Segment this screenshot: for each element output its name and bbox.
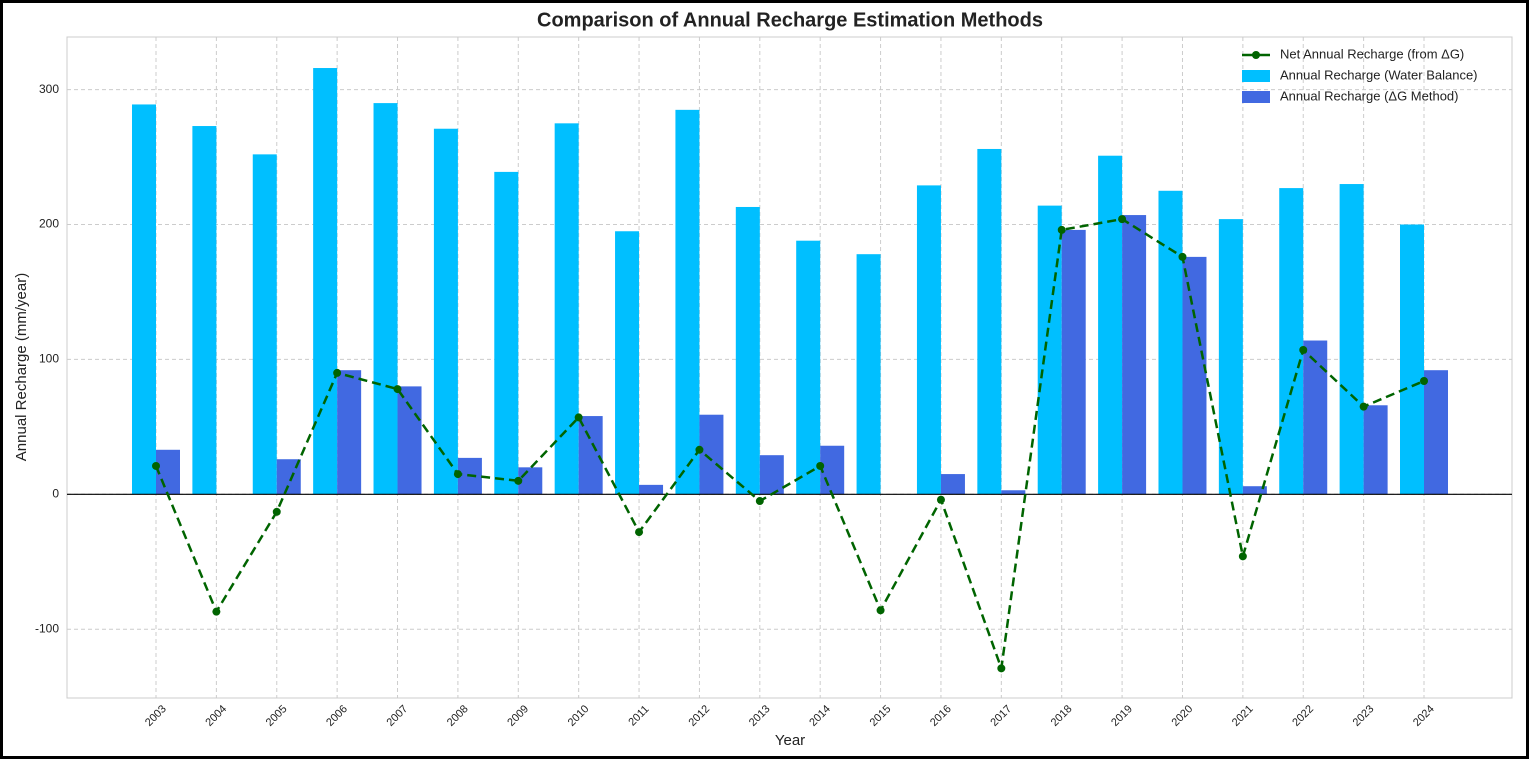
y-tick-label: 100	[39, 352, 59, 366]
legend-label: Annual Recharge (ΔG Method)	[1280, 88, 1459, 103]
legend-swatch	[1242, 70, 1270, 82]
bar	[1279, 188, 1304, 495]
bar	[252, 154, 277, 495]
bar	[1182, 256, 1207, 495]
bar	[337, 370, 362, 495]
marker	[1299, 345, 1308, 354]
bar	[1242, 486, 1267, 495]
marker	[514, 476, 523, 485]
marker	[997, 664, 1006, 673]
marker	[453, 470, 462, 479]
bar	[156, 449, 180, 495]
bar	[639, 484, 664, 495]
y-tick-label: 0	[52, 486, 59, 500]
bar	[494, 171, 519, 495]
bar	[578, 416, 603, 495]
line	[154, 217, 1425, 669]
plot-area	[66, 36, 1513, 699]
bar	[132, 104, 156, 495]
marker	[1118, 215, 1127, 224]
marker	[1178, 252, 1187, 261]
marker	[574, 413, 583, 422]
bar	[1037, 205, 1062, 495]
marker	[333, 368, 342, 377]
marker	[1420, 376, 1428, 385]
marker	[152, 461, 160, 470]
bar	[1363, 405, 1388, 495]
marker	[936, 495, 945, 504]
y-axis-label: Annual Recharge (mm/year)	[13, 273, 30, 461]
bar	[1400, 224, 1424, 495]
bar	[1098, 155, 1123, 495]
y-tick-label: 200	[39, 217, 59, 231]
bar	[313, 68, 338, 495]
bar	[1122, 215, 1147, 495]
marker	[816, 461, 825, 470]
marker	[755, 497, 764, 506]
bar	[1424, 370, 1448, 495]
bar	[699, 414, 724, 495]
x-axis-label: Year	[775, 732, 805, 749]
bar	[916, 185, 941, 495]
bar	[1001, 490, 1026, 495]
bar	[796, 240, 821, 495]
bar	[977, 148, 1002, 495]
y-tick-label: -100	[35, 621, 59, 635]
bar	[856, 254, 881, 495]
bar	[940, 474, 965, 495]
bar	[735, 206, 760, 495]
bar	[1061, 229, 1086, 495]
bar	[615, 231, 640, 495]
bar	[675, 109, 700, 495]
marker	[1238, 552, 1247, 561]
marker	[393, 385, 402, 394]
bar	[759, 455, 784, 495]
marker	[1359, 402, 1368, 411]
bar	[373, 103, 398, 495]
marker	[212, 607, 221, 616]
legend-swatch	[1242, 91, 1270, 103]
bar	[1158, 190, 1183, 495]
bar	[1218, 219, 1243, 495]
bar	[1339, 184, 1364, 495]
bar	[397, 386, 422, 495]
bar	[554, 123, 579, 495]
marker	[635, 528, 644, 537]
chart-title: Comparison of Annual Recharge Estimation…	[537, 9, 1043, 31]
bar	[820, 445, 845, 495]
legend-label: Net Annual Recharge (from ΔG)	[1280, 46, 1464, 61]
legend-marker	[1252, 51, 1260, 59]
legend-label: Annual Recharge (Water Balance)	[1280, 67, 1478, 82]
bar	[433, 128, 458, 495]
bar	[1303, 340, 1328, 495]
marker	[272, 507, 281, 516]
marker	[1057, 225, 1066, 234]
bar	[192, 126, 217, 495]
y-tick-label: 300	[39, 82, 59, 96]
marker	[876, 606, 885, 615]
marker	[695, 445, 704, 454]
